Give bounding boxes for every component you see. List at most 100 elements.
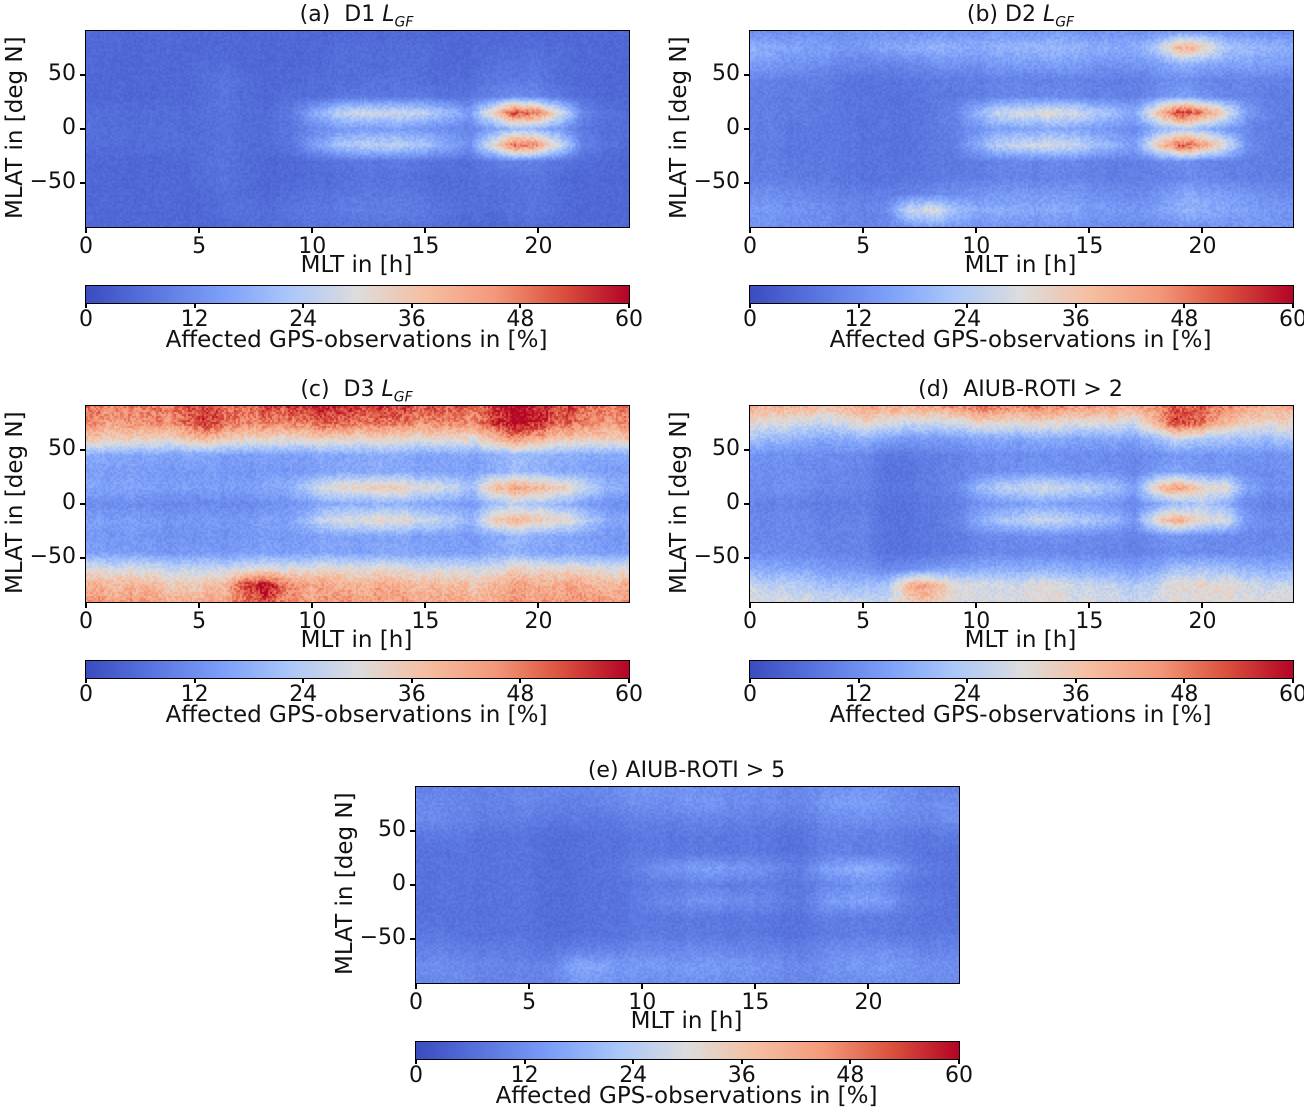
heatmap-canvas <box>86 31 629 227</box>
x-tick-mark <box>975 227 978 233</box>
colorbar-tick-mark <box>1074 303 1077 308</box>
panel-title: (c) D3 LGF <box>85 377 628 406</box>
heatmap-plot-area: 0 5 10 15 20 50 0 −50 <box>694 405 1294 633</box>
y-tick-mark <box>744 73 750 76</box>
x-tick-label: 5 <box>856 609 871 634</box>
y-tick-label: 50 <box>712 60 740 86</box>
colorbar-tick-mark <box>1292 678 1294 683</box>
panel-title: (e) AIUB-ROTI > 5 <box>415 758 958 787</box>
x-tick-mark <box>85 602 87 608</box>
x-tick-label: 15 <box>411 234 440 259</box>
colorbar-tick-label: 0 <box>409 1063 423 1088</box>
colorbar-tick-mark <box>966 303 969 308</box>
panel-title-math-symbol: L <box>1042 2 1056 27</box>
y-axis-label: MLAT in [deg N] <box>2 36 28 220</box>
colorbar-tick-mark <box>519 678 522 683</box>
x-tick-label: 5 <box>192 234 207 259</box>
y-tick-mark <box>744 128 750 130</box>
panel-title: (b) D2 LGF <box>749 2 1292 31</box>
y-axis-label: MLAT in [deg N] <box>2 411 28 595</box>
colorbar-tick-label: 0 <box>743 682 757 707</box>
y-tick-label: −50 <box>693 544 740 570</box>
x-tick-label: 10 <box>628 990 657 1015</box>
colorbar-gradient-canvas <box>750 661 1293 678</box>
x-tick-label: 15 <box>411 609 440 634</box>
heatmap-canvas <box>86 406 629 602</box>
x-tick-label: 15 <box>1075 234 1104 259</box>
x-tick-label: 0 <box>79 609 93 634</box>
heatmap-canvas <box>750 406 1293 602</box>
colorbar-tick-mark <box>410 303 413 308</box>
x-tick-label: 20 <box>1188 609 1217 634</box>
colorbar: 0 12 24 36 48 60 <box>409 1041 973 1087</box>
panel-a-d1-lgf: (a) D1 LGF MLAT in [deg N] 0 5 10 15 20 50 0 −5… <box>0 0 660 356</box>
panel-title-math-symbol: L <box>381 377 394 402</box>
y-tick-mark <box>410 884 416 886</box>
colorbar-label: Affected GPS-observations in [%] <box>495 1083 878 1109</box>
y-tick-label: 50 <box>712 435 740 461</box>
panel-title-text: (c) D3 <box>300 377 382 402</box>
colorbar-tick-label: 12 <box>180 682 209 707</box>
colorbar-tick-mark <box>415 1059 417 1064</box>
x-tick-mark <box>537 227 540 233</box>
colorbar-tick-label: 48 <box>1170 307 1199 332</box>
x-axis-label: MLT in [h] <box>300 627 413 653</box>
y-tick-label: −50 <box>693 169 740 195</box>
colorbar-tick-mark <box>85 303 87 308</box>
colorbar-tick-mark <box>193 678 196 683</box>
colorbar-tick-label: 60 <box>615 682 643 707</box>
x-tick-label: 0 <box>743 234 757 259</box>
panel-title-text: (e) AIUB-ROTI > 5 <box>587 758 786 783</box>
panel-d-aiub-roti-gt2: (d) AIUB-ROTI > 2 MLAT in [deg N] 0 5 10 15… <box>664 375 1304 731</box>
y-tick-mark <box>80 557 86 560</box>
x-tick-label: 15 <box>741 990 770 1015</box>
colorbar-tick-mark <box>410 678 413 683</box>
colorbar-tick-label: 48 <box>836 1063 865 1088</box>
x-tick-mark <box>862 227 865 233</box>
y-tick-label: 0 <box>726 490 740 516</box>
x-tick-mark <box>424 602 427 608</box>
y-tick-mark <box>744 448 750 451</box>
x-tick-label: 0 <box>743 609 757 634</box>
x-tick-label: 10 <box>962 609 991 634</box>
x-tick-label: 20 <box>1188 234 1217 259</box>
y-tick-label: 0 <box>62 115 76 141</box>
x-tick-label: 0 <box>409 990 423 1015</box>
x-tick-mark <box>198 602 201 608</box>
colorbar-label: Affected GPS-observations in [%] <box>165 702 548 728</box>
colorbar-tick-label: 60 <box>1279 682 1304 707</box>
x-tick-label: 5 <box>522 990 537 1015</box>
panel-title-math-symbol: L <box>382 2 395 27</box>
panel-title-text: (b) D2 <box>966 2 1043 27</box>
y-axis-label: MLAT in [deg N] <box>332 792 358 976</box>
colorbar-tick-label: 36 <box>1061 307 1090 332</box>
x-axis-label: MLT in [h] <box>300 252 413 278</box>
panel-b-d2-lgf: (b) D2 LGF MLAT in [deg N] 0 5 10 15 20 50 0 −5… <box>664 0 1304 356</box>
y-tick-mark <box>410 829 416 832</box>
colorbar-tick-label: 60 <box>1279 307 1304 332</box>
x-tick-mark <box>975 602 978 608</box>
panel-title-text: (d) AIUB-ROTI > 2 <box>918 377 1123 402</box>
x-tick-label: 10 <box>962 234 991 259</box>
x-tick-mark <box>1201 602 1204 608</box>
panel-title-subscript: GF <box>393 389 413 406</box>
x-tick-mark <box>1201 227 1204 233</box>
colorbar-tick-label: 48 <box>506 307 535 332</box>
panel-title-subscript: GF <box>1055 14 1075 31</box>
heatmap-canvas <box>416 787 959 983</box>
colorbar-tick-mark <box>849 1059 852 1064</box>
colorbar-tick-mark <box>85 678 87 683</box>
heatmap-plot-area: 0 5 10 15 20 50 0 −50 <box>30 30 630 258</box>
x-tick-mark <box>311 227 314 233</box>
colorbar-tick-mark <box>966 678 969 683</box>
colorbar-tick-mark <box>1183 678 1186 683</box>
y-tick-label: 0 <box>392 871 406 897</box>
colorbar-tick-mark <box>302 678 305 683</box>
x-axis-label: MLT in [h] <box>630 1008 743 1034</box>
y-tick-mark <box>744 503 750 505</box>
x-tick-label: 20 <box>524 609 553 634</box>
colorbar: 0 12 24 36 48 60 <box>79 285 643 331</box>
colorbar-tick-label: 24 <box>619 1063 648 1088</box>
colorbar: 0 12 24 36 48 60 <box>79 660 643 706</box>
colorbar-gradient-canvas <box>750 286 1293 303</box>
